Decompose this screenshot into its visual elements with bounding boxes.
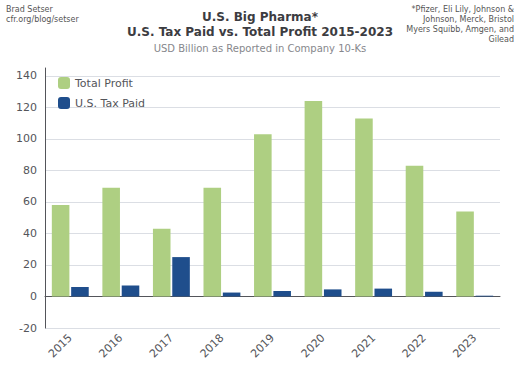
svg-text:80: 80 (23, 164, 37, 177)
svg-text:2015: 2015 (46, 331, 75, 360)
svg-text:USD Billion as Reported in Com: USD Billion as Reported in Company 10-Ks (154, 43, 367, 54)
svg-text:120: 120 (16, 101, 37, 114)
svg-text:U.S. Tax Paid vs. Total Profit: U.S. Tax Paid vs. Total Profit 2015-2023 (127, 25, 393, 39)
svg-text:20: 20 (23, 258, 37, 271)
svg-text:2019: 2019 (248, 331, 277, 360)
svg-text:2016: 2016 (96, 331, 125, 360)
svg-text:2020: 2020 (299, 331, 328, 360)
svg-text:140: 140 (16, 69, 37, 82)
svg-text:U.S. Tax Paid: U.S. Tax Paid (75, 97, 145, 110)
svg-text:40: 40 (23, 227, 37, 240)
svg-text:Myers Squibb, Amgen, and: Myers Squibb, Amgen, and (406, 25, 514, 34)
svg-text:2023: 2023 (450, 331, 479, 360)
svg-text:100: 100 (16, 132, 37, 145)
svg-text:U.S. Big Pharma*: U.S. Big Pharma* (202, 10, 319, 24)
svg-text:2022: 2022 (400, 331, 429, 360)
svg-text:*Pfizer, Eli Lily, Johnson &: *Pfizer, Eli Lily, Johnson & (412, 5, 514, 14)
svg-text:Johnson, Merck, Bristol: Johnson, Merck, Bristol (422, 15, 514, 24)
svg-text:2018: 2018 (198, 331, 227, 360)
svg-text:2021: 2021 (349, 331, 378, 360)
svg-text:Gilead: Gilead (488, 35, 514, 44)
svg-text:0: 0 (30, 290, 37, 303)
svg-text:60: 60 (23, 195, 37, 208)
svg-text:Total Profit: Total Profit (74, 77, 134, 90)
svg-text:Brad Setser: Brad Setser (6, 5, 54, 14)
svg-text:cfr.org/blog/setser: cfr.org/blog/setser (6, 15, 79, 24)
svg-text:2017: 2017 (147, 331, 176, 360)
svg-text:-20: -20 (19, 322, 37, 335)
